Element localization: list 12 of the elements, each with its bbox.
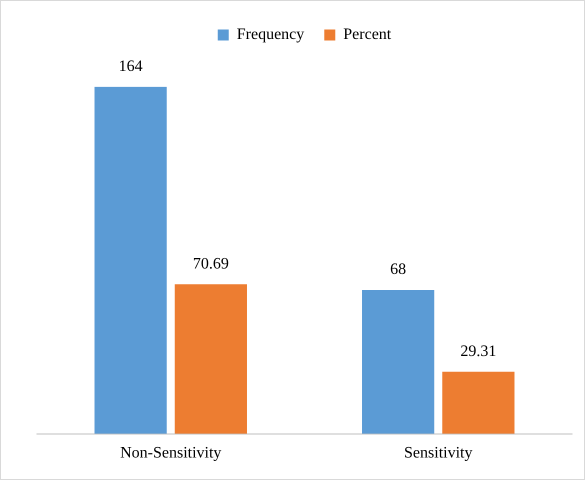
x-tick-label: Sensitivity [404, 444, 472, 462]
bar [94, 86, 167, 434]
bar [362, 290, 434, 434]
data-label: 68 [390, 261, 406, 278]
data-label: 29.31 [460, 342, 496, 360]
data-label: 70.69 [192, 255, 229, 272]
x-tick-label: Non-Sensitivity [120, 444, 222, 462]
bar [442, 372, 514, 434]
legend-label: Percent [343, 26, 392, 44]
bar [174, 284, 247, 434]
legend-label: Frequency [236, 26, 304, 44]
data-label: 164 [118, 58, 143, 76]
